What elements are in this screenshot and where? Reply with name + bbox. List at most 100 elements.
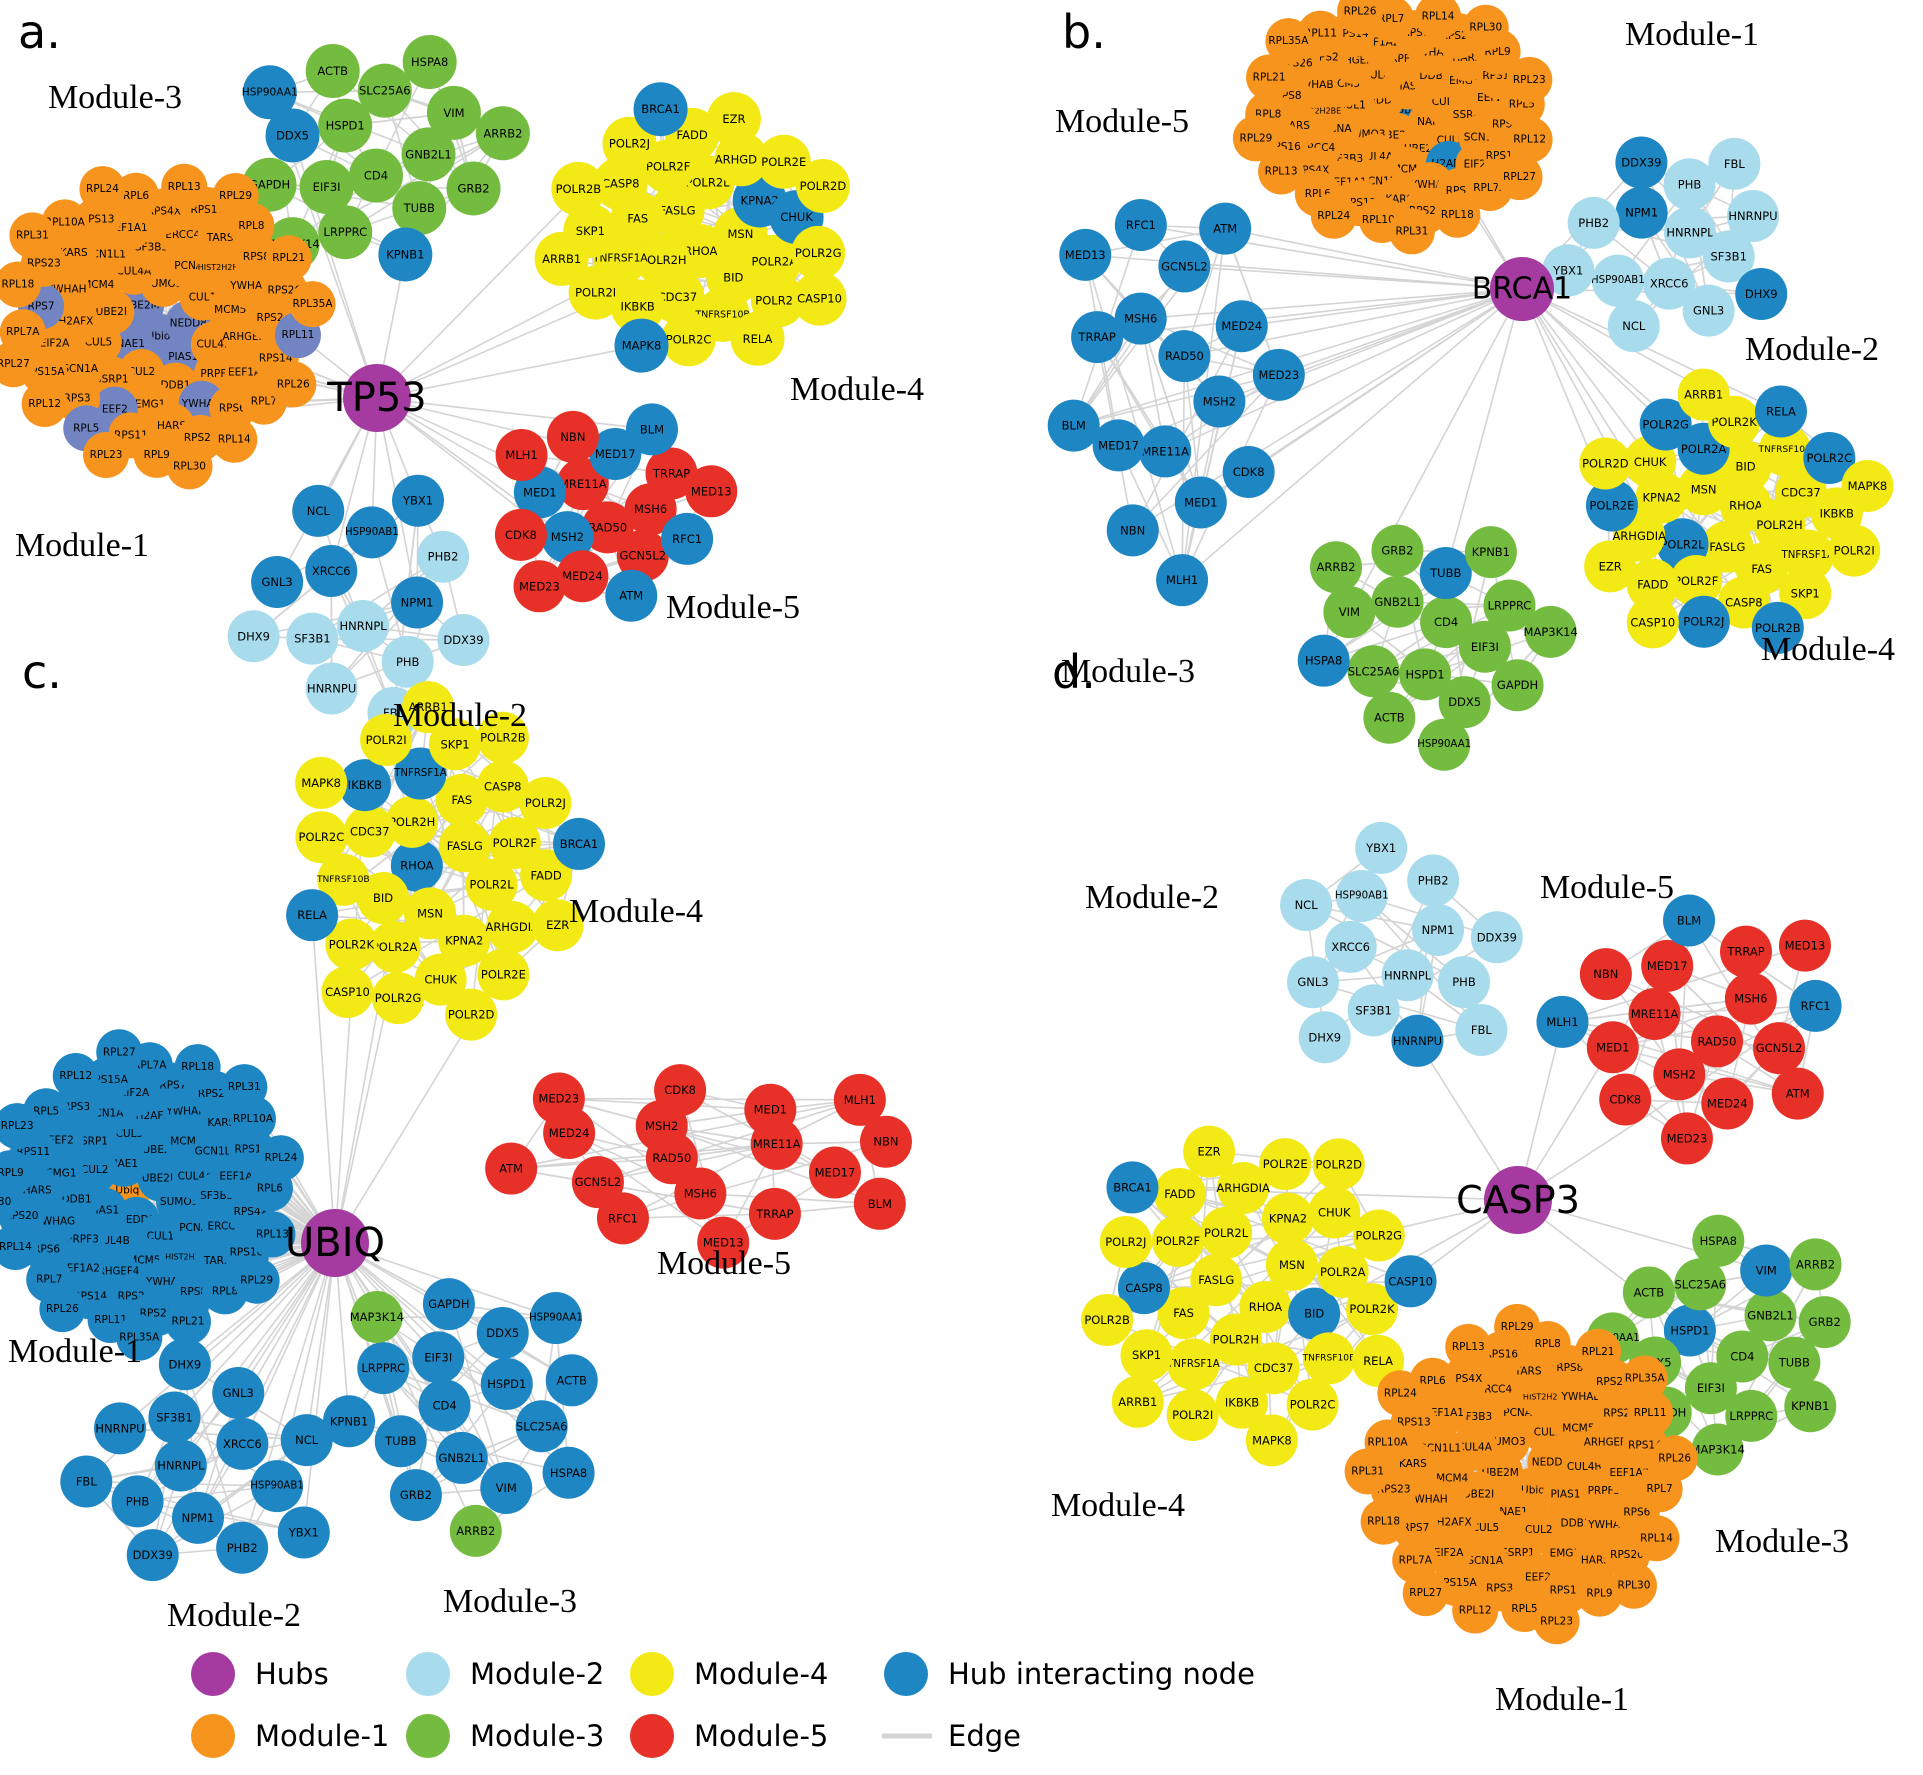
gene-node-HNRNPU[interactable]: HNRNPU <box>305 662 358 715</box>
gene-node-HSPA8[interactable]: HSPA8 <box>402 35 457 90</box>
gene-node-CDC37[interactable]: CDC37 <box>343 805 396 858</box>
gene-node-FBL[interactable]: FBL <box>1708 137 1761 190</box>
gene-node-ARRB2[interactable]: ARRB2 <box>475 106 530 161</box>
gene-node-CASP10[interactable]: CASP10 <box>1384 1255 1437 1308</box>
gene-node-TRRAP[interactable]: TRRAP <box>748 1187 801 1240</box>
gene-node-GRB2[interactable]: GRB2 <box>1371 524 1424 577</box>
gene-node-CASP10[interactable]: CASP10 <box>1626 596 1679 649</box>
gene-node-EIF3I[interactable]: EIF3I <box>412 1331 465 1384</box>
gene-node-CASP10[interactable]: CASP10 <box>321 965 374 1018</box>
gene-node-HSPA8[interactable]: HSPA8 <box>1297 634 1350 687</box>
gene-node-RPL21[interactable]: RPL21 <box>1575 1328 1622 1375</box>
gene-node-MLH1[interactable]: MLH1 <box>495 428 548 481</box>
gene-node-MED17[interactable]: MED17 <box>1641 939 1694 992</box>
gene-node-RPL18[interactable]: RPL18 <box>1434 191 1481 238</box>
gene-node-VIM[interactable]: VIM <box>1740 1244 1793 1297</box>
gene-node-POLR2F[interactable]: POLR2F <box>1151 1214 1204 1267</box>
gene-node-MED23[interactable]: MED23 <box>513 560 566 613</box>
gene-node-RFC1[interactable]: RFC1 <box>661 512 714 565</box>
gene-node-GNL3[interactable]: GNL3 <box>251 555 304 608</box>
gene-node-RPL21[interactable]: RPL21 <box>164 1298 211 1345</box>
gene-node-SF3B1[interactable]: SF3B1 <box>286 612 339 665</box>
gene-node-TUBB[interactable]: TUBB <box>392 181 447 236</box>
gene-node-RELA[interactable]: RELA <box>286 889 339 942</box>
gene-node-HSP90AB1[interactable]: HSP90AB1 <box>1591 254 1645 307</box>
gene-node-YBX1[interactable]: YBX1 <box>277 1506 330 1559</box>
gene-node-RPL26[interactable]: RPL26 <box>39 1286 86 1333</box>
gene-node-RPL14[interactable]: RPL14 <box>1633 1515 1680 1562</box>
gene-node-SF3B1[interactable]: SF3B1 <box>148 1391 201 1444</box>
gene-node-HSP90AA1[interactable]: HSP90AA1 <box>529 1292 583 1345</box>
gene-node-PHB[interactable]: PHB <box>1663 158 1716 211</box>
gene-node-KPNB1[interactable]: KPNB1 <box>323 1395 376 1448</box>
gene-node-RPL35A[interactable]: RPL35A <box>289 281 336 328</box>
gene-node-ARRB2[interactable]: ARRB2 <box>449 1504 502 1557</box>
gene-node-BLM[interactable]: BLM <box>625 403 678 456</box>
gene-node-FBL[interactable]: FBL <box>1455 1003 1508 1056</box>
gene-node-PHB2[interactable]: PHB2 <box>417 530 470 583</box>
gene-node-TUBB[interactable]: TUBB <box>374 1415 427 1468</box>
gene-node-XRCC6[interactable]: XRCC6 <box>216 1417 269 1470</box>
gene-node-HSPA8[interactable]: HSPA8 <box>542 1446 595 1499</box>
gene-node-SLC25A6[interactable]: SLC25A6 <box>357 63 412 118</box>
gene-node-RPL29[interactable]: RPL29 <box>212 172 259 219</box>
gene-node-CDK8[interactable]: CDK8 <box>1599 1073 1652 1126</box>
gene-node-POLR2C[interactable]: POLR2C <box>1286 1378 1339 1431</box>
gene-node-ACTB[interactable]: ACTB <box>1622 1266 1675 1319</box>
gene-node-RPL29[interactable]: RPL29 <box>233 1257 280 1304</box>
gene-node-VIM[interactable]: VIM <box>480 1461 533 1514</box>
gene-node-SLC25A6[interactable]: SLC25A6 <box>515 1400 568 1453</box>
gene-node-FBL[interactable]: FBL <box>60 1455 113 1508</box>
gene-node-RPL30[interactable]: RPL30 <box>1462 4 1509 51</box>
gene-node-RPL30[interactable]: RPL30 <box>1610 1562 1657 1609</box>
gene-node-RPL24[interactable]: RPL24 <box>79 166 126 213</box>
gene-node-HNRNPU[interactable]: HNRNPU <box>1391 1014 1444 1067</box>
gene-node-GNL3[interactable]: GNL3 <box>1682 284 1735 337</box>
gene-node-RPL12[interactable]: RPL12 <box>21 380 68 427</box>
gene-node-ATM[interactable]: ATM <box>605 569 658 622</box>
gene-node-ACTB[interactable]: ACTB <box>305 44 360 99</box>
gene-node-GCN5L2[interactable]: GCN5L2 <box>1753 1022 1806 1075</box>
gene-node-BRCA1[interactable]: BRCA1 <box>1106 1161 1159 1214</box>
gene-node-XRCC6[interactable]: XRCC6 <box>305 544 358 597</box>
gene-node-RFC1[interactable]: RFC1 <box>596 1192 649 1245</box>
gene-node-YBX1[interactable]: YBX1 <box>392 474 445 527</box>
gene-node-GNB2L1[interactable]: GNB2L1 <box>1744 1289 1797 1342</box>
gene-node-MED23[interactable]: MED23 <box>1252 348 1305 401</box>
gene-node-ATM[interactable]: ATM <box>485 1142 538 1195</box>
gene-node-HNRNPL[interactable]: HNRNPL <box>337 599 390 652</box>
gene-node-DDX39[interactable]: DDX39 <box>1615 136 1668 189</box>
gene-node-MED1[interactable]: MED1 <box>1586 1021 1639 1074</box>
gene-node-POLR2D[interactable]: POLR2D <box>1579 437 1632 490</box>
gene-node-RPL13[interactable]: RPL13 <box>161 163 208 210</box>
gene-node-RPL30[interactable]: RPL30 <box>166 443 213 490</box>
gene-node-RPL24[interactable]: RPL24 <box>257 1135 304 1182</box>
gene-node-RELA[interactable]: RELA <box>1754 385 1807 438</box>
hub-node-UBIQ[interactable]: UBIQ <box>285 1209 385 1277</box>
gene-node-POLR2G[interactable]: POLR2G <box>1352 1209 1405 1262</box>
gene-node-POLR2J[interactable]: POLR2J <box>1099 1216 1152 1269</box>
gene-node-MED1[interactable]: MED1 <box>744 1083 797 1136</box>
gene-node-BLM[interactable]: BLM <box>853 1177 906 1230</box>
gene-node-POLR2I[interactable]: POLR2I <box>1166 1388 1219 1441</box>
gene-node-CASP10[interactable]: CASP10 <box>792 271 847 326</box>
gene-node-HNRNPU[interactable]: HNRNPU <box>1727 189 1780 242</box>
gene-node-RPL14[interactable]: RPL14 <box>211 416 258 463</box>
gene-node-GNL3[interactable]: GNL3 <box>1287 956 1340 1009</box>
gene-node-MED23[interactable]: MED23 <box>532 1072 585 1125</box>
gene-node-KPNB1[interactable]: KPNB1 <box>378 227 433 282</box>
gene-node-RPL31[interactable]: RPL31 <box>9 212 56 259</box>
gene-node-POLR2D[interactable]: POLR2D <box>1312 1138 1365 1191</box>
gene-node-CHUK[interactable]: CHUK <box>1308 1186 1361 1239</box>
gene-node-MED17[interactable]: MED17 <box>808 1146 861 1199</box>
gene-node-MED24[interactable]: MED24 <box>1215 300 1268 353</box>
gene-node-POLR2E[interactable]: POLR2E <box>1259 1138 1312 1191</box>
gene-node-ATM[interactable]: ATM <box>1199 202 1252 255</box>
gene-node-POLR2B[interactable]: POLR2B <box>551 161 606 216</box>
gene-node-MED23[interactable]: MED23 <box>1660 1112 1713 1165</box>
gene-node-HSPD1[interactable]: HSPD1 <box>480 1357 533 1410</box>
gene-node-PHB[interactable]: PHB <box>111 1475 164 1528</box>
gene-node-HSP90AB1[interactable]: HSP90AB1 <box>250 1460 304 1513</box>
gene-node-POLR2G[interactable]: POLR2G <box>372 972 425 1025</box>
gene-node-HNRNPL[interactable]: HNRNPL <box>154 1439 207 1492</box>
